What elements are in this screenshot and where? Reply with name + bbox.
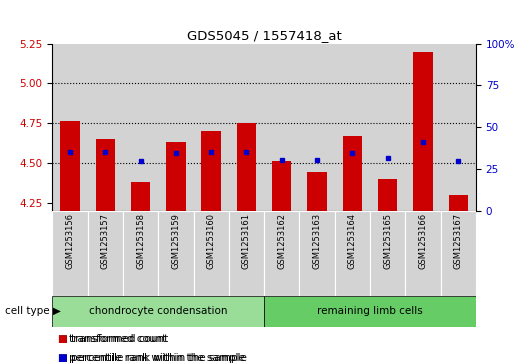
Text: GSM1253158: GSM1253158	[136, 213, 145, 269]
Bar	[449, 195, 468, 211]
Title: GDS5045 / 1557418_at: GDS5045 / 1557418_at	[187, 29, 342, 42]
Bar	[87, 44, 123, 211]
Text: GSM1253165: GSM1253165	[383, 213, 392, 269]
Bar	[264, 211, 299, 296]
Text: ■ transformed count: ■ transformed count	[58, 334, 168, 344]
Bar	[343, 136, 362, 211]
Bar	[370, 211, 405, 296]
Bar	[440, 211, 476, 296]
Bar	[87, 211, 123, 296]
Bar	[405, 44, 440, 211]
Text: GSM1253157: GSM1253157	[101, 213, 110, 269]
Bar	[52, 44, 87, 211]
Bar	[166, 142, 186, 211]
Text: percentile rank within the sample: percentile rank within the sample	[69, 352, 245, 363]
Text: GSM1253159: GSM1253159	[172, 213, 180, 269]
Bar	[308, 172, 327, 211]
Text: ■: ■	[58, 334, 67, 344]
Bar	[264, 44, 299, 211]
Bar	[123, 44, 158, 211]
Bar	[96, 139, 115, 211]
Text: remaining limb cells: remaining limb cells	[317, 306, 423, 316]
Bar	[123, 211, 158, 296]
Bar	[229, 211, 264, 296]
Bar	[52, 211, 87, 296]
Text: GSM1253166: GSM1253166	[418, 213, 427, 269]
Text: GSM1253156: GSM1253156	[65, 213, 74, 269]
Bar	[194, 44, 229, 211]
Bar	[264, 296, 476, 327]
Text: chondrocyte condensation: chondrocyte condensation	[89, 306, 228, 316]
Bar	[335, 211, 370, 296]
Text: GSM1253161: GSM1253161	[242, 213, 251, 269]
Bar	[299, 211, 335, 296]
Bar	[201, 131, 221, 211]
Bar	[60, 122, 79, 211]
Bar	[335, 44, 370, 211]
Text: GSM1253163: GSM1253163	[313, 213, 322, 269]
Bar	[299, 44, 335, 211]
Text: cell type ▶: cell type ▶	[5, 306, 61, 316]
Bar	[440, 44, 476, 211]
Bar	[158, 44, 194, 211]
Text: GSM1253160: GSM1253160	[207, 213, 215, 269]
Bar	[52, 296, 264, 327]
Text: ■: ■	[58, 352, 67, 363]
Bar	[237, 123, 256, 211]
Bar	[370, 44, 405, 211]
Text: transformed count: transformed count	[69, 334, 166, 344]
Text: GSM1253164: GSM1253164	[348, 213, 357, 269]
Bar	[378, 179, 397, 211]
Bar	[229, 44, 264, 211]
Bar	[405, 211, 440, 296]
Bar	[194, 211, 229, 296]
Bar	[158, 211, 194, 296]
Bar	[413, 52, 433, 211]
Text: GSM1253167: GSM1253167	[454, 213, 463, 269]
Text: GSM1253162: GSM1253162	[277, 213, 286, 269]
Bar	[131, 182, 150, 211]
Text: ■ percentile rank within the sample: ■ percentile rank within the sample	[58, 352, 246, 363]
Bar	[272, 161, 291, 211]
